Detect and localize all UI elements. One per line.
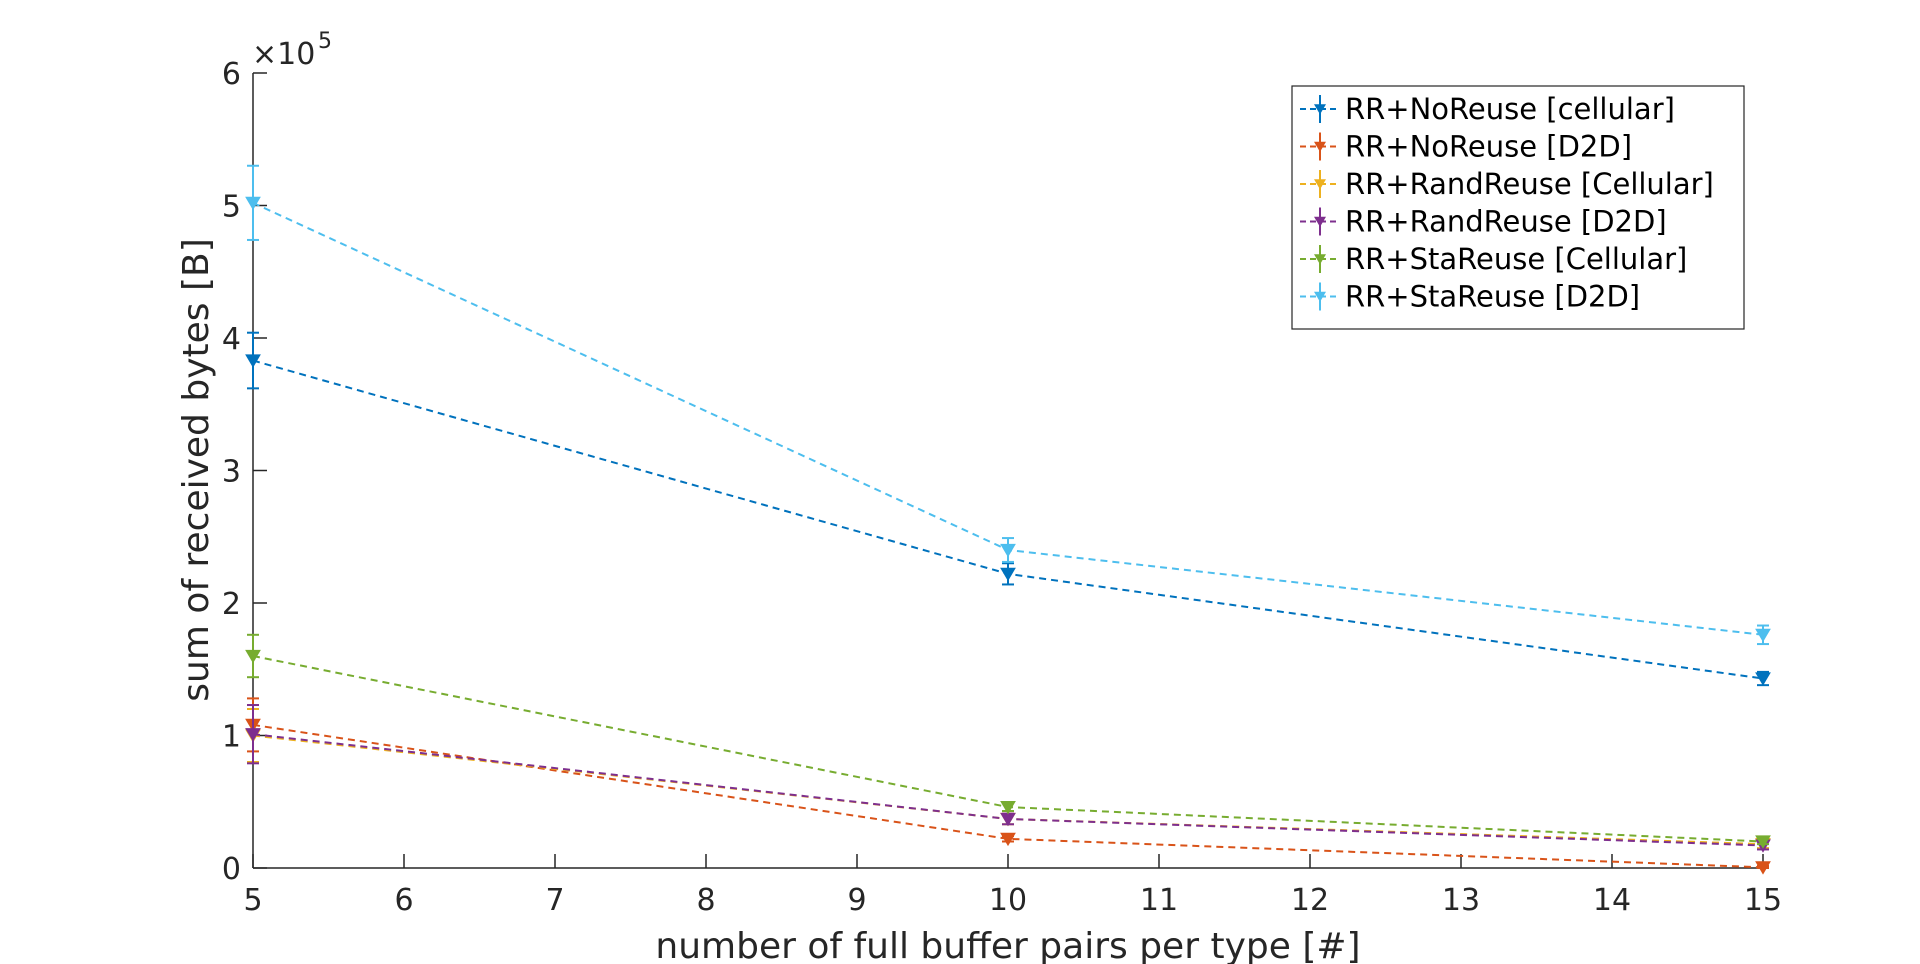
legend-swatch-marker xyxy=(1314,254,1326,265)
data-point xyxy=(1000,543,1016,558)
data-point xyxy=(245,728,261,742)
data-point xyxy=(1755,628,1771,643)
x-axis-title: number of full buffer pairs per type [#] xyxy=(655,926,1360,964)
legend-item-2: RR+RandReuse [Cellular] xyxy=(1300,167,1714,201)
legend-item-1: RR+NoReuse [D2D] xyxy=(1300,130,1632,164)
y-tick-label: 0 xyxy=(222,852,241,887)
data-point xyxy=(1755,861,1771,875)
x-tick-label: 9 xyxy=(847,883,866,918)
legend-label: RR+NoReuse [cellular] xyxy=(1345,92,1675,126)
data-point xyxy=(1755,835,1771,849)
legend-label: RR+StaReuse [D2D] xyxy=(1345,280,1640,314)
legend-swatch-marker xyxy=(1314,216,1326,227)
legend-label: RR+NoReuse [D2D] xyxy=(1345,130,1632,164)
y-axis-multiplier: ×10 5 xyxy=(252,29,332,72)
x-tick-label: 10 xyxy=(989,883,1027,918)
y-axis-multiplier-power: 5 xyxy=(318,29,332,54)
legend-item-0: RR+NoReuse [cellular] xyxy=(1300,92,1675,126)
x-tick-label: 6 xyxy=(394,883,413,918)
data-point xyxy=(1000,567,1016,582)
y-axis-multiplier-base: ×10 xyxy=(252,37,315,72)
x-tick-label: 7 xyxy=(545,883,564,918)
series-4 xyxy=(245,633,1771,849)
legend-label: RR+RandReuse [D2D] xyxy=(1345,205,1667,239)
x-tick-label: 11 xyxy=(1140,883,1178,918)
legend-box xyxy=(1291,85,1745,330)
x-tick-label: 14 xyxy=(1593,883,1631,918)
legend-swatch-marker xyxy=(1314,179,1326,190)
legend-swatch-marker xyxy=(1314,141,1326,152)
legend-label: RR+StaReuse [Cellular] xyxy=(1345,242,1687,276)
data-point xyxy=(245,649,261,664)
data-point xyxy=(1000,832,1016,847)
x-tick-label: 8 xyxy=(696,883,715,918)
legend: RR+NoReuse [cellular]RR+NoReuse [D2D]RR+… xyxy=(1291,85,1745,330)
y-tick-label: 1 xyxy=(222,720,241,755)
data-point xyxy=(245,196,261,211)
y-tick-label: 2 xyxy=(222,587,241,622)
series-0 xyxy=(245,331,1771,687)
x-tick-label: 12 xyxy=(1291,883,1329,918)
y-tick-label: 6 xyxy=(222,57,241,92)
y-tick-label: 4 xyxy=(222,322,241,357)
legend-item-5: RR+StaReuse [D2D] xyxy=(1300,280,1640,314)
series-layer xyxy=(245,164,1771,875)
y-tick-label: 5 xyxy=(222,190,241,225)
y-axis-title: sum of received bytes [B] xyxy=(176,238,217,701)
x-tick-label: 15 xyxy=(1744,883,1782,918)
data-point xyxy=(1000,800,1016,815)
x-tick-label: 5 xyxy=(243,883,262,918)
data-point xyxy=(1755,672,1771,686)
legend-swatch-marker xyxy=(1314,291,1326,302)
legend-swatch-marker xyxy=(1314,104,1326,115)
y-tick-label: 3 xyxy=(222,455,241,490)
legend-item-4: RR+StaReuse [Cellular] xyxy=(1300,242,1687,276)
legend-label: RR+RandReuse [Cellular] xyxy=(1345,167,1714,201)
legend-item-3: RR+RandReuse [D2D] xyxy=(1300,205,1667,239)
data-point xyxy=(245,354,261,368)
series-5 xyxy=(245,164,1771,646)
x-tick-label: 13 xyxy=(1442,883,1480,918)
